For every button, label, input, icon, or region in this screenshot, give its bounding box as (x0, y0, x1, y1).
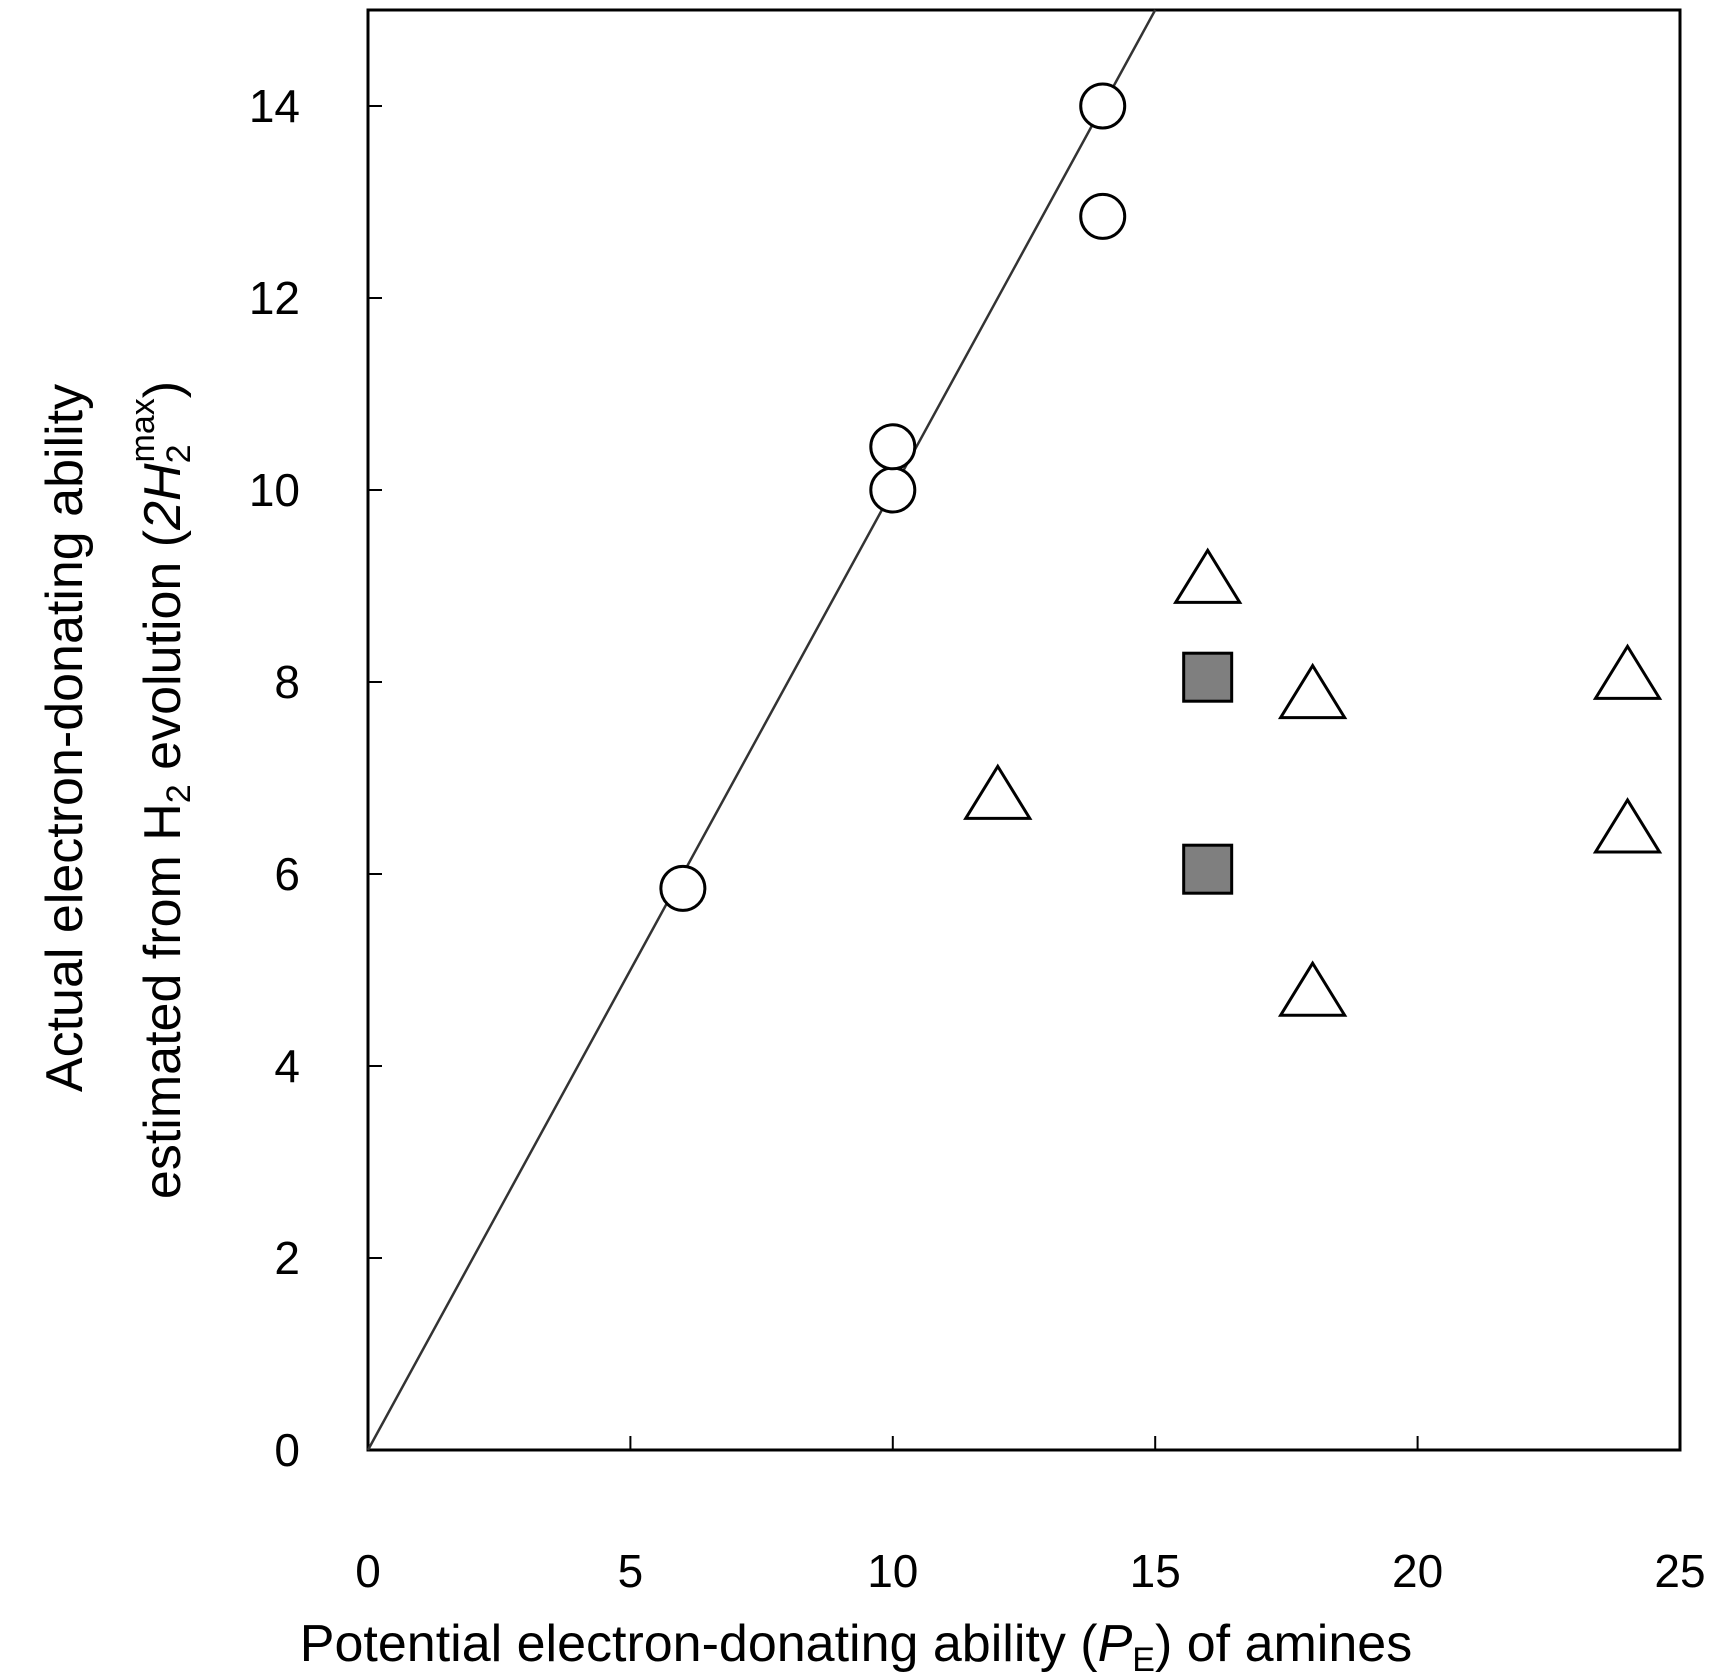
y-tick-label: 10 (249, 464, 300, 516)
triangle-point (1277, 960, 1348, 1017)
y-tick-label: 14 (249, 80, 300, 132)
y-tick-label: 12 (249, 272, 300, 324)
x-tick-label: 20 (1392, 1545, 1443, 1597)
circle-point (1079, 192, 1127, 240)
triangle-point (1592, 643, 1663, 700)
circle-point (659, 864, 707, 912)
fit-line-group (366, 9, 1157, 1451)
y-tick-label: 8 (274, 656, 300, 708)
y-axis-title-line1: Actual electron-donating ability (36, 384, 94, 1092)
triangle-point (1277, 662, 1348, 720)
triangle-point (963, 763, 1033, 820)
circle-point (869, 466, 917, 514)
y-tick-label: 6 (274, 848, 300, 900)
circle-point (1079, 82, 1127, 130)
square-point (1182, 651, 1234, 703)
axis-ticks (367, 105, 1681, 1451)
x-tick-label: 5 (618, 1545, 644, 1597)
y-tick-label: 0 (274, 1424, 300, 1476)
x-tick-label: 0 (355, 1545, 381, 1597)
triangle-point (1172, 547, 1243, 604)
y-axis-title-line2: estimated from H2 evolution (2H2max) (124, 381, 198, 1199)
plot-frame (366, 8, 1682, 1452)
y-tick-label: 4 (274, 1040, 300, 1092)
triangle-point (1592, 797, 1663, 854)
x-tick-label: 25 (1654, 1545, 1705, 1597)
y-tick-label: 2 (274, 1232, 300, 1284)
x-axis-title: Potential electron-donating ability (PE)… (300, 1615, 1412, 1673)
x-tick-label: 15 (1130, 1545, 1181, 1597)
square-point (1182, 843, 1234, 895)
fit-line (366, 9, 1157, 1451)
circle-point (869, 423, 917, 471)
axis-labels: 0 5 10 15 20 25 0 2 4 6 8 10 12 14 (249, 80, 1706, 1597)
x-tick-label: 10 (867, 1545, 918, 1597)
data-points (659, 82, 1663, 1017)
